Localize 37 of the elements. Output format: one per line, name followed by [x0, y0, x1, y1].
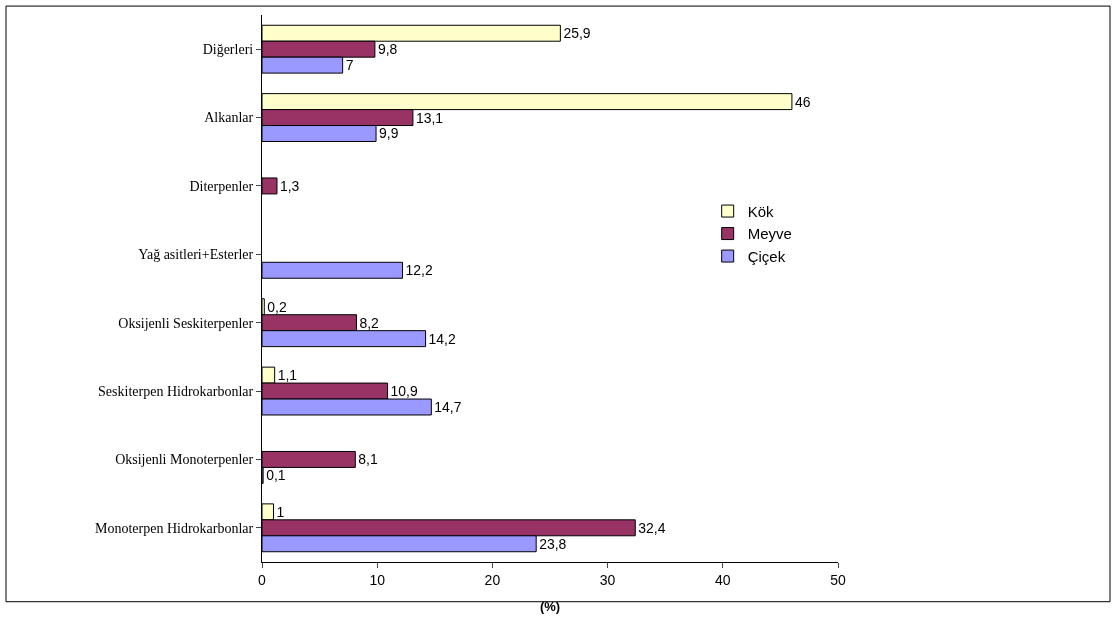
x-tick-label: 50	[830, 571, 846, 588]
data-label: 13,1	[415, 109, 444, 126]
x-tick-label: 40	[715, 571, 731, 588]
x-axis-title: (%)	[539, 599, 561, 615]
y-tick-label: Monoterpen Hidrokarbonlar	[94, 520, 254, 536]
data-label: 9,9	[379, 125, 399, 142]
x-tick-label: 20	[484, 571, 501, 588]
y-tick-label: Oksijenli Monoterpenler	[115, 452, 254, 468]
x-tick-label: 10	[369, 571, 386, 588]
data-label: 32,4	[638, 519, 666, 536]
y-tick-label: Oksijenli Seskiterpenler	[118, 315, 254, 331]
data-label: 46	[794, 93, 811, 110]
y-tick-label: Seskiterpen Hidrokarbonlar	[98, 383, 254, 399]
data-label: 8,1	[358, 451, 378, 468]
y-tick-label: Diterpenler	[189, 178, 254, 194]
data-label: 14,2	[428, 330, 456, 347]
y-tick-label: Diğerleri	[202, 42, 254, 58]
data-label: 10,9	[390, 383, 418, 400]
data-label: 25,9	[563, 25, 591, 42]
y-tick-label: Alkanlar	[204, 110, 254, 126]
data-label: 12,2	[405, 262, 433, 279]
data-label: 0,1	[266, 467, 286, 484]
data-label: 7	[345, 57, 354, 74]
data-label: 0,2	[267, 298, 287, 315]
data-label: 23,8	[539, 535, 567, 552]
legend-label: Çiçek	[747, 247, 786, 265]
legend-label: Kök	[747, 202, 775, 220]
data-label: 14,7	[434, 399, 462, 415]
y-tick-label: Yağ asitleri+Esterler	[138, 247, 254, 263]
x-tick-label: 0	[258, 571, 267, 588]
x-tick-label: 30	[599, 571, 616, 588]
data-label: 8,2	[359, 314, 380, 331]
data-label: 1	[276, 503, 285, 520]
data-label: 1,1	[277, 367, 298, 384]
data-label: 9,8	[377, 41, 398, 58]
legend-label: Meyve	[747, 225, 792, 243]
data-label: 1,3	[279, 177, 300, 194]
